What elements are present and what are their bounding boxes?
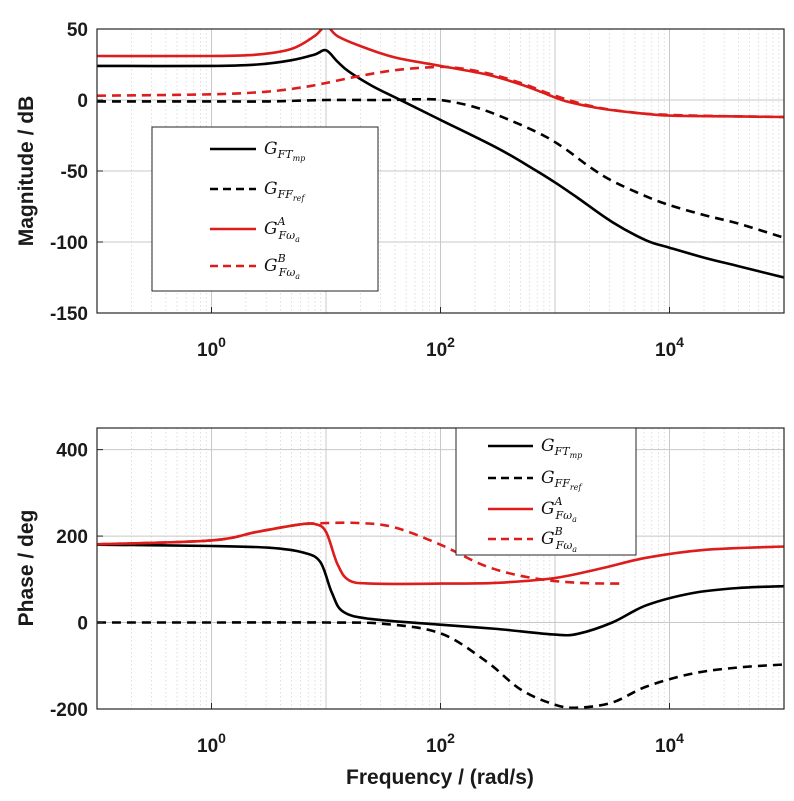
legend-label-G_FF_ref: GFFref — [264, 179, 306, 203]
y-tick-label: 0 — [77, 91, 88, 112]
y-tick-label: -50 — [61, 162, 88, 183]
y-tick-label: 400 — [56, 441, 88, 462]
legend-label-G_FT_mp: GFTmp — [541, 436, 582, 460]
phase-grid — [97, 428, 784, 710]
legend-label-G_Fwa_A: GA Fωa — [264, 215, 300, 244]
x-tick-label: 100 — [197, 334, 226, 361]
series-line-G_Fwa_B — [97, 65, 784, 119]
series-line-G_Fwa_B — [97, 521, 624, 585]
legend-label-G_FF_ref: GFFref — [541, 468, 583, 492]
legend-label-G_Fwa_B: GB Fωa — [264, 252, 300, 281]
legend-label-G_Fwa_A: GA Fωa — [541, 495, 577, 524]
frequency-xlabel: Frequency / (rad/s) — [346, 766, 534, 789]
legend-box — [455, 427, 637, 556]
phase-tick-labels: 400 200 0 -200 100 102 104 — [50, 441, 684, 757]
legend-label-G_Fwa_B: GB Fωa — [541, 525, 577, 554]
y-tick-label: -100 — [50, 233, 88, 254]
y-tick-label: 0 — [77, 614, 88, 635]
y-tick-label: -150 — [50, 304, 88, 325]
series-line-G_FT_mp — [97, 48, 784, 279]
x-tick-label: 100 — [197, 730, 226, 757]
magnitude-axes: 50 0 -50 -100 -150 100 102 104 Magnitude / dB G… — [15, 20, 785, 361]
legend-label-G_FT_mp: GFTmp — [264, 139, 305, 163]
magnitude-tick-labels: 50 0 -50 -100 -150 100 102 104 — [50, 20, 684, 361]
magnitude-series — [97, 29, 784, 279]
phase-ylabel: Phase / deg — [15, 510, 38, 627]
phase-series — [97, 521, 784, 709]
x-tick-label: 102 — [426, 730, 455, 757]
y-tick-label: 200 — [56, 527, 88, 548]
series-line-G_FT_mp — [97, 543, 784, 637]
y-tick-label: 50 — [67, 20, 88, 41]
magnitude-ylabel: Magnitude / dB — [15, 96, 38, 247]
x-tick-label: 102 — [426, 334, 455, 361]
x-tick-label: 104 — [655, 730, 684, 757]
magnitude-legend: GFTmp GFFref GA Fωa GB Fωa — [151, 126, 379, 292]
x-tick-label: 104 — [655, 334, 684, 361]
legend-box — [151, 126, 379, 292]
series-line-G_FF_ref — [97, 97, 784, 239]
y-tick-label: -200 — [50, 700, 88, 721]
